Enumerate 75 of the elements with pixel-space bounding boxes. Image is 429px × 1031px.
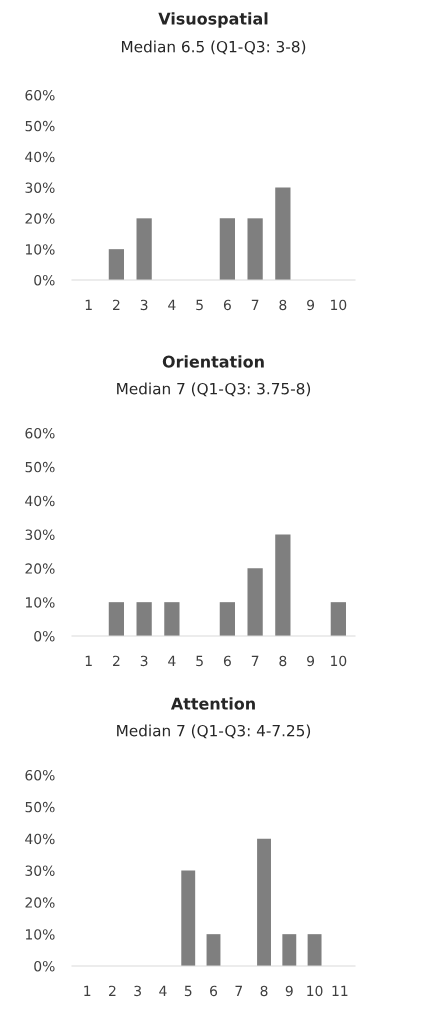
x-tick-label: 9	[285, 985, 293, 997]
x-tick-label: 4	[168, 655, 176, 666]
x-tick-label: 11	[332, 985, 348, 996]
x-tick-label: 3	[140, 299, 148, 311]
bar	[164, 602, 180, 636]
x-tick-label: 3	[134, 985, 141, 997]
bar	[108, 602, 125, 636]
y-tick-label: 50%	[25, 801, 55, 813]
x-tick-label: 3	[140, 655, 148, 667]
y-tick-label: 30%	[25, 182, 55, 193]
x-tick-label: 6	[223, 655, 231, 667]
x-tick-label: 6	[223, 299, 231, 311]
y-tick-label: 0%	[34, 960, 55, 972]
chart-subtitle: Median 7 (Q1-Q3: 4-7.25)	[117, 724, 311, 739]
bar	[330, 602, 346, 636]
x-tick-label: 1	[85, 299, 92, 310]
chart-subtitle: Median 7 (Q1-Q3: 3.75-8)	[117, 382, 311, 397]
bar	[247, 568, 263, 636]
bar	[247, 218, 263, 280]
x-tick-label: 7	[251, 655, 259, 666]
y-tick-label: 0%	[34, 630, 55, 642]
x-tick-label: 10	[331, 655, 347, 667]
x-tick-label: 7	[235, 985, 242, 996]
y-tick-label: 0%	[34, 274, 55, 286]
y-tick-label: 30%	[25, 529, 55, 540]
x-tick-label: 10	[307, 985, 323, 997]
y-tick-label: 10%	[25, 597, 55, 608]
y-tick-label: 50%	[25, 461, 55, 473]
chart-subtitle: Median 6.5 (Q1-Q3: 3-8)	[121, 40, 306, 55]
y-tick-label: 20%	[25, 213, 55, 224]
bar	[219, 602, 235, 636]
x-tick-label: 8	[279, 655, 287, 667]
bar	[307, 934, 322, 966]
bar	[275, 187, 291, 280]
x-tick-label: 8	[260, 985, 268, 997]
x-tick-label: 2	[112, 655, 120, 666]
x-tick-label: 7	[251, 299, 259, 310]
y-tick-label: 40%	[25, 495, 55, 507]
x-tick-label: 4	[168, 299, 176, 310]
x-tick-label: 1	[84, 985, 91, 996]
x-tick-label: 4	[159, 985, 167, 996]
y-tick-label: 10%	[25, 244, 55, 255]
y-tick-label: 60%	[25, 89, 55, 101]
y-tick-label: 60%	[25, 427, 55, 439]
y-tick-label: 20%	[25, 897, 55, 908]
bar	[219, 218, 235, 280]
chart-title: Visuospatial	[158, 12, 268, 28]
x-tick-label: 1	[85, 655, 92, 666]
chart-title: Orientation	[162, 355, 264, 368]
x-tick-label: 2	[109, 985, 116, 996]
x-tick-label: 5	[196, 655, 203, 667]
y-tick-label: 60%	[25, 769, 55, 781]
bar	[282, 934, 297, 966]
x-tick-label: 5	[196, 299, 203, 311]
x-tick-label: 2	[112, 299, 120, 310]
chart-title: Attention	[170, 697, 255, 710]
bar	[108, 249, 125, 280]
y-tick-label: 40%	[25, 833, 55, 845]
bar	[136, 602, 152, 636]
bar	[181, 870, 196, 966]
y-tick-label: 10%	[25, 929, 55, 940]
bar	[136, 218, 152, 280]
x-tick-label: 6	[210, 985, 218, 997]
y-tick-label: 20%	[25, 563, 55, 574]
bar	[257, 838, 271, 966]
y-tick-label: 30%	[25, 865, 55, 876]
x-tick-label: 9	[307, 655, 315, 667]
x-tick-label: 8	[279, 299, 287, 311]
x-tick-label: 9	[307, 299, 315, 311]
bar	[275, 534, 291, 636]
x-tick-label: 10	[331, 299, 347, 311]
x-tick-label: 5	[184, 985, 192, 997]
y-tick-label: 40%	[25, 151, 55, 163]
y-tick-label: 50%	[25, 120, 55, 132]
bar	[206, 934, 221, 966]
